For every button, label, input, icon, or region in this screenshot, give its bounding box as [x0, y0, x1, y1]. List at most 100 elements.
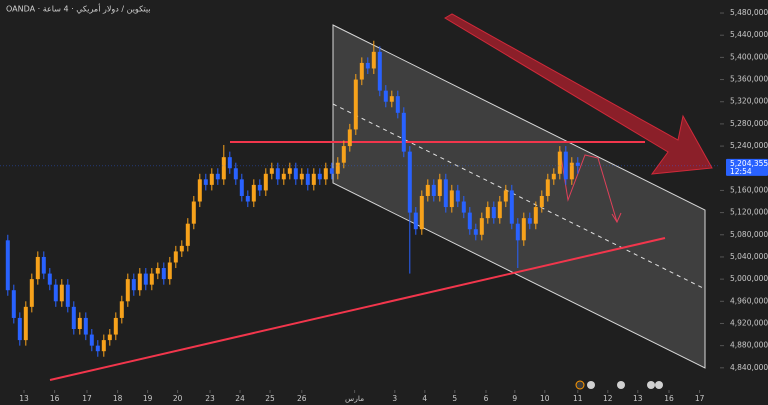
- price-axis: [720, 0, 768, 405]
- x-tick-label: مارس: [345, 394, 364, 403]
- candle-body: [527, 218, 532, 224]
- candle-body: [107, 334, 112, 341]
- x-tick-label: 6: [484, 394, 489, 403]
- x-tick-label: 24: [235, 394, 245, 403]
- icon[interactable]: [647, 381, 655, 389]
- candle-body: [557, 151, 562, 174]
- candle-body: [281, 173, 286, 180]
- candle-body: [137, 273, 142, 291]
- candle-body: [11, 290, 16, 318]
- candle-body: [395, 96, 400, 113]
- y-tick-label: 5,080,000: [730, 230, 768, 239]
- candle-body: [305, 173, 310, 185]
- candle-body: [353, 79, 358, 130]
- candle-body: [233, 168, 238, 180]
- candle-body: [551, 173, 556, 180]
- x-tick-label: 20: [173, 394, 183, 403]
- icon[interactable]: [575, 380, 585, 390]
- y-tick-label: 5,360,000: [730, 75, 768, 84]
- candle-body: [221, 157, 226, 180]
- candle-body: [263, 173, 268, 191]
- candle-body: [431, 184, 436, 196]
- candle-body: [377, 51, 382, 91]
- icon[interactable]: [587, 381, 595, 389]
- candle-body: [17, 317, 22, 341]
- y-tick-label: 5,440,000: [730, 30, 768, 39]
- x-tick-label: 9: [512, 394, 517, 403]
- candle-body: [359, 62, 364, 80]
- y-tick-label: 4,960,000: [730, 296, 768, 305]
- candle-body: [29, 279, 34, 307]
- x-tick-label: 16: [50, 394, 60, 403]
- channel-midline: [332, 103, 706, 290]
- candle-body: [197, 179, 202, 202]
- candle-body: [455, 190, 460, 202]
- candle-body: [437, 179, 442, 196]
- x-tick-label: 25: [265, 394, 275, 403]
- last-price-box: [726, 158, 768, 176]
- candle-body: [251, 184, 256, 202]
- candle-body: [155, 268, 160, 274]
- y-tick-label: 5,120,000: [730, 208, 768, 217]
- candle-body: [287, 168, 292, 174]
- x-tick-label: 26: [297, 394, 307, 403]
- candle-body: [413, 212, 418, 230]
- x-tick-label: 4: [422, 394, 427, 403]
- candle-body: [167, 262, 172, 280]
- candle-body: [401, 112, 406, 152]
- candle-body: [191, 201, 196, 224]
- y-tick-label: 4,880,000: [730, 341, 768, 350]
- y-tick-label: 5,000,000: [730, 274, 768, 283]
- x-tick-label: 5: [452, 394, 457, 403]
- plot: [5, 40, 580, 357]
- candle-body: [65, 284, 70, 307]
- candle-body: [89, 334, 94, 346]
- x-tick-label: 11: [573, 394, 583, 403]
- candle-body: [425, 184, 430, 196]
- candle-body: [491, 207, 496, 219]
- candle-body: [365, 62, 370, 69]
- candle-body: [77, 317, 82, 330]
- arrow: [444, 13, 713, 175]
- candle-body: [209, 173, 214, 185]
- candle-body: [41, 256, 46, 274]
- candle-body: [35, 256, 40, 280]
- last-price-label: 5,204,355: [730, 159, 768, 168]
- candle-body: [149, 273, 154, 285]
- candle-body: [83, 317, 88, 335]
- icon[interactable]: [655, 381, 663, 389]
- candle-body: [467, 212, 472, 230]
- candle-body: [317, 173, 322, 180]
- candle-body: [563, 151, 568, 180]
- candle-body: [227, 157, 232, 169]
- candle-body: [23, 306, 28, 341]
- candle-body: [269, 168, 274, 174]
- candle-body: [419, 195, 424, 230]
- candle-body: [479, 218, 484, 235]
- x-tick-label: 19: [143, 394, 153, 403]
- candle-body: [539, 195, 544, 208]
- x-tick-label: 16: [664, 394, 674, 403]
- candle-body: [323, 168, 328, 180]
- x-tick-label: 17: [695, 394, 705, 403]
- y-tick-label: 5,400,000: [730, 52, 768, 61]
- candle-body: [215, 173, 220, 180]
- candle-body: [101, 340, 106, 352]
- candle-body: [203, 179, 208, 185]
- y-tick-label: 5,040,000: [730, 252, 768, 261]
- candle-body: [329, 168, 334, 174]
- y-tick-label: 5,160,000: [730, 185, 768, 194]
- x-tick-label: 3: [392, 394, 397, 403]
- icon[interactable]: [617, 381, 625, 389]
- candle-body: [485, 207, 490, 219]
- y-tick-label: 5,480,000: [730, 8, 768, 17]
- candle-body: [383, 90, 388, 102]
- candle-body: [125, 279, 130, 302]
- candle-body: [335, 162, 340, 174]
- x-tick-label: 17: [82, 394, 92, 403]
- y-tick-label: 4,920,000: [730, 318, 768, 327]
- candle-body: [5, 240, 10, 291]
- candle-body: [509, 190, 514, 224]
